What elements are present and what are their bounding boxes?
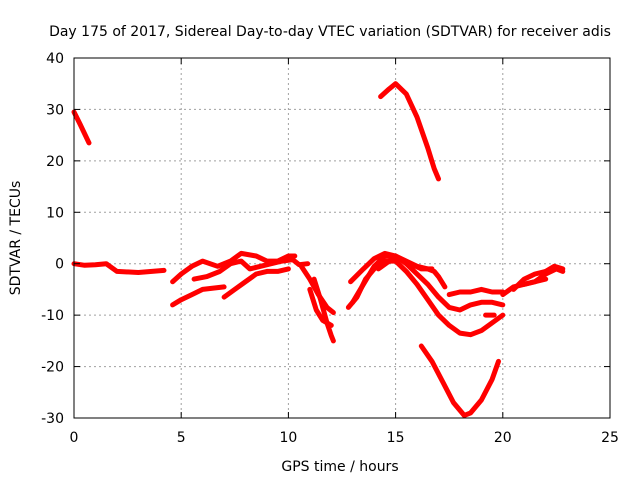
- series-arc-5: [191, 257, 311, 282]
- series-arc-21: [543, 263, 566, 274]
- y-tick-label: -10: [41, 308, 64, 324]
- y-tick-label: 30: [46, 102, 64, 118]
- series-arc-2: [71, 261, 167, 275]
- series-arc-4: [170, 250, 298, 285]
- y-axis-label: SDTVAR / TECUs: [8, 181, 24, 296]
- ticks: 0 5 10 15 20 25 -30 -20 -10 0 10 20 30 40: [41, 51, 619, 446]
- series-arc-9: [307, 286, 334, 328]
- series-arc-15: [418, 343, 501, 418]
- x-axis-label: GPS time / hours: [281, 459, 398, 475]
- grid: [74, 58, 610, 418]
- series-arc-6: [221, 266, 291, 300]
- chart-title: Day 175 of 2017, Sidereal Day-to-day VTE…: [49, 24, 611, 40]
- plot-frame: [73, 57, 611, 419]
- y-tick-label: -30: [41, 411, 64, 427]
- y-tick-label: -20: [41, 360, 64, 376]
- y-tick-label: 20: [46, 154, 64, 170]
- y-tick-label: 40: [46, 51, 64, 67]
- series-arc-1: [71, 109, 92, 146]
- series-arc-3: [170, 284, 227, 308]
- series-arc-13: [375, 256, 435, 272]
- x-tick-label: 0: [70, 430, 79, 446]
- y-tick-label: 0: [55, 257, 64, 273]
- y-tick-label: 10: [46, 205, 64, 221]
- series-arc-16: [446, 286, 506, 298]
- x-tick-label: 10: [279, 430, 297, 446]
- x-tick-label: 15: [387, 430, 405, 446]
- x-tick-label: 25: [601, 430, 619, 446]
- x-tick-label: 5: [177, 430, 186, 446]
- series-arc-10: [348, 250, 506, 313]
- series-arc-14: [378, 81, 441, 182]
- series-arc-19: [511, 268, 549, 292]
- x-tick-label: 20: [494, 430, 512, 446]
- series-group: [71, 81, 566, 418]
